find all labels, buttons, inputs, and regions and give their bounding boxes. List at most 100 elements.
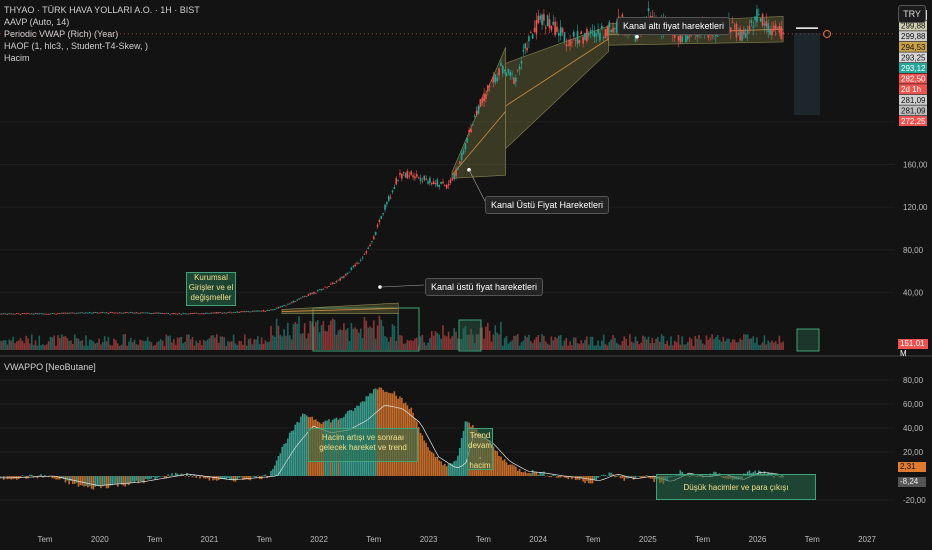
- osc-bar: [630, 476, 633, 478]
- volume-bar: [354, 327, 356, 350]
- volume-bar: [0, 340, 1, 350]
- oscillator-legend[interactable]: VWAPPO [NeoButane]: [4, 362, 96, 372]
- volume-bar: [122, 334, 125, 350]
- volume-bar: [679, 344, 682, 350]
- volume-bar: [722, 336, 725, 350]
- volume-bar: [589, 336, 592, 350]
- volume-bar: [632, 342, 635, 350]
- volume-bar: [513, 335, 515, 350]
- volume-bar: [174, 344, 177, 350]
- osc-bar: [124, 476, 127, 487]
- osc-bar: [296, 421, 298, 476]
- volume-bar: [664, 343, 667, 350]
- osc-bar: [548, 476, 551, 478]
- candle-body: [326, 287, 328, 289]
- currency-button[interactable]: TRY: [898, 5, 926, 23]
- osc-bar: [531, 469, 534, 476]
- volume-bar: [154, 344, 156, 350]
- candle-body: [14, 313, 16, 315]
- volume-bar: [735, 342, 738, 350]
- volume-bar: [765, 344, 768, 350]
- time-axis[interactable]: Tem 2020 Tem 2021 Tem 2022 Tem 2023 Tem 2024 Tem 20…: [37, 535, 876, 544]
- volume-highlight-2022: [312, 307, 420, 352]
- price-label-text: 2d 1h: [901, 85, 921, 94]
- candle-body: [118, 312, 121, 314]
- candle-body: [373, 236, 375, 240]
- candle-body: [301, 296, 304, 298]
- candle-body: [171, 313, 173, 315]
- candle-body: [189, 313, 192, 314]
- osc-bar: [167, 474, 170, 476]
- volume-bar: [668, 345, 670, 350]
- volume-bar: [627, 345, 629, 350]
- volume-bar: [436, 333, 439, 350]
- indicator-vwap[interactable]: Periodic VWAP (Rich) (Year): [4, 29, 119, 39]
- volume-bar: [365, 320, 368, 350]
- volume-bar: [335, 334, 338, 350]
- volume-bar: [270, 325, 272, 350]
- volume-bar: [8, 339, 11, 350]
- candle-body: [98, 312, 100, 314]
- volume-bar: [171, 342, 173, 350]
- volume-bar: [687, 341, 689, 350]
- candle-body: [544, 27, 547, 29]
- candle-body: [419, 177, 422, 181]
- volume-bar: [612, 335, 614, 350]
- candle-body: [580, 31, 583, 34]
- candle-body: [526, 47, 528, 51]
- osc-bar: [520, 471, 523, 476]
- candle-body: [780, 26, 783, 39]
- osc-tick-label: -20,00: [903, 496, 926, 505]
- osc-bar: [515, 466, 517, 476]
- volume-bar: [352, 328, 355, 350]
- volume-bar: [315, 321, 317, 350]
- candle-body: [511, 73, 513, 75]
- osc-bar: [305, 415, 308, 476]
- volume-bar: [21, 340, 24, 350]
- volume-bar: [49, 336, 52, 350]
- price-label-box: [899, 41, 927, 52]
- volume-bar: [544, 341, 547, 350]
- candle-body: [554, 21, 556, 36]
- candle-body: [305, 296, 308, 298]
- volume-bar: [528, 334, 530, 350]
- price-tick-label: 80,00: [903, 246, 924, 255]
- osc-bar: [445, 466, 448, 476]
- candle-body: [507, 68, 510, 73]
- candle-body: [23, 313, 26, 315]
- volume-bar: [27, 338, 29, 350]
- candle-body: [380, 216, 383, 219]
- volume-bar: [752, 336, 755, 350]
- volume-bar: [311, 321, 313, 350]
- volume-bar: [531, 343, 534, 350]
- volume-bar: [240, 341, 242, 350]
- volume-bar: [567, 345, 569, 350]
- candle-body: [614, 28, 616, 29]
- candle-body: [266, 309, 269, 311]
- candle-body: [204, 312, 207, 314]
- volume-bar: [660, 334, 663, 350]
- candle-body: [318, 289, 321, 291]
- annotation-kanal-ustu-2: Kanal Üstü Fiyat Hareketleri: [485, 196, 610, 214]
- oscillator-axis[interactable]: -20,00 20,00 40,00 60,00 80,00: [903, 376, 926, 505]
- indicator-aavp[interactable]: AAVP (Auto, 14): [4, 17, 70, 27]
- candle-body: [509, 72, 512, 77]
- volume-bar: [733, 339, 736, 350]
- candle-body: [572, 31, 575, 37]
- candle-body: [574, 39, 577, 41]
- indicator-haof[interactable]: HAOF (1, hlc3, , Student-T4-Skew, ): [4, 41, 149, 51]
- candle-body: [498, 68, 500, 76]
- indicator-volume[interactable]: Hacim: [4, 53, 30, 63]
- volume-bar: [724, 341, 726, 350]
- candle-body: [767, 23, 769, 33]
- candle-body: [754, 16, 756, 20]
- osc-bar: [135, 476, 138, 481]
- osc-bar: [240, 476, 242, 478]
- volume-bar: [79, 340, 82, 350]
- price-label-text: 299,88: [901, 22, 926, 31]
- candle-body: [83, 312, 85, 314]
- volume-bar: [32, 344, 35, 350]
- symbol-title[interactable]: THYAO · TÜRK HAVA YOLLARI A.O. · 1H · BI…: [4, 5, 200, 15]
- volume-bar: [57, 335, 59, 350]
